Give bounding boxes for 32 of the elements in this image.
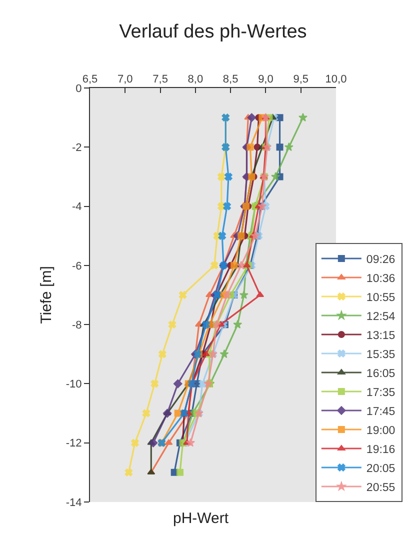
legend-label: 20:05 [366, 462, 396, 475]
legend-label: 09:26 [366, 254, 396, 266]
legend-label: 17:35 [366, 386, 396, 399]
y-tick-label: -6 [72, 260, 82, 272]
x-tick-label: 8,0 [188, 74, 204, 86]
x-tick-label: 9,5 [293, 74, 309, 86]
y-tick-label: -14 [66, 496, 82, 509]
legend-label: 10:55 [366, 292, 396, 304]
legend-label: 16:05 [366, 368, 396, 380]
y-tick-label: -2 [72, 142, 82, 154]
legend-label: 13:15 [366, 330, 396, 342]
legend-label: 10:36 [366, 272, 396, 285]
x-tick-label: 7,0 [117, 74, 133, 86]
x-tick-label: 10,0 [325, 74, 347, 86]
chart-title: Verlauf des ph-Wertes [119, 21, 307, 42]
legend-label: 17:45 [366, 406, 396, 418]
y-tick-label: -10 [66, 378, 82, 391]
x-axis-title: pH-Wert [173, 510, 230, 527]
y-tick-label: -8 [72, 319, 82, 332]
y-tick-label: -4 [72, 201, 82, 214]
legend-label: 19:00 [366, 424, 396, 437]
legend-label: 12:54 [366, 310, 396, 323]
x-tick-label: 9,0 [258, 74, 274, 86]
x-tick-label: 7,5 [152, 74, 168, 86]
x-tick-label: 8,5 [222, 74, 238, 86]
legend-label: 19:16 [366, 444, 396, 456]
legend-label: 15:35 [366, 348, 396, 361]
y-tick-label: 0 [76, 82, 82, 95]
y-tick-label: -12 [66, 438, 82, 450]
x-tick-label: 6,5 [82, 74, 98, 86]
legend-label: 20:55 [366, 482, 396, 494]
y-axis-title: Tiefe [m] [38, 266, 56, 324]
